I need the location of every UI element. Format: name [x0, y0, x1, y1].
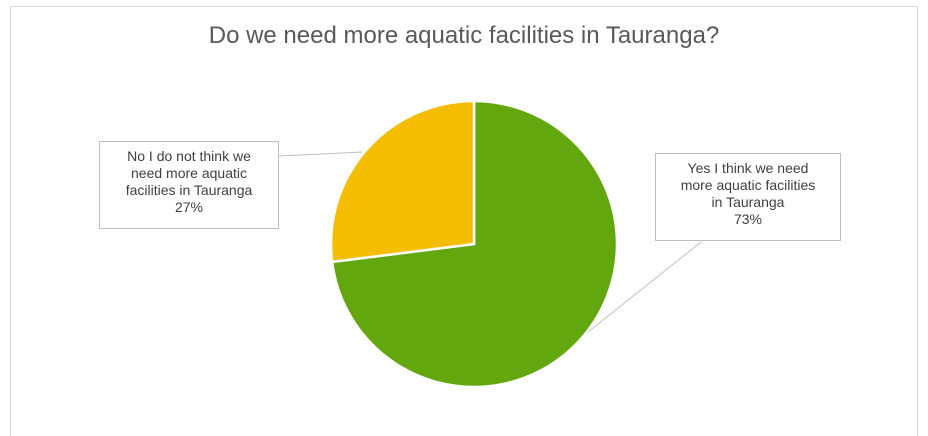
data-label-yes: Yes I think we need more aquatic facilit…: [655, 153, 841, 241]
chart-area: [10, 6, 918, 436]
data-label-yes-line-3: in Tauranga: [711, 194, 785, 210]
data-label-no-line-1: No I do not think we: [127, 148, 251, 164]
data-label-yes-percent: 73%: [733, 211, 763, 227]
data-label-no-percent: 27%: [174, 199, 204, 215]
leader-line-yes: [577, 241, 702, 341]
data-label-no-line-2: need more aquatic: [131, 165, 247, 181]
data-label-no-line-3: facilities in Tauranga: [125, 182, 253, 198]
chart-title: Do we need more aquatic facilities in Ta…: [208, 22, 720, 49]
data-label-yes-line-1: Yes I think we need: [687, 160, 809, 176]
pie-slice-no: [329, 99, 476, 264]
data-label-yes-line-2: more aquatic facilities: [680, 177, 816, 193]
data-label-no: No I do not think we need more aquatic f…: [99, 141, 279, 229]
leader-line-no: [278, 151, 363, 157]
